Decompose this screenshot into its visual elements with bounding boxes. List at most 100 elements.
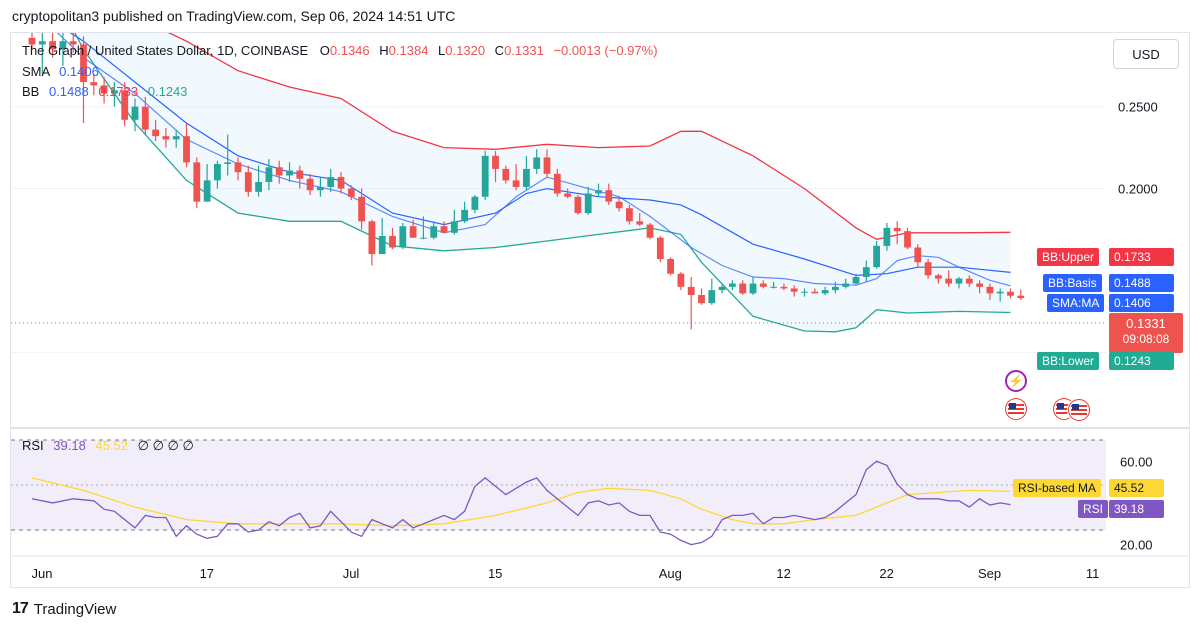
candle-body [244,172,252,192]
bb-legend-upper: 0.1733 [98,84,139,99]
rsi-legend-ma: 45.52 [95,438,129,453]
bb-fill [74,33,1011,332]
candle-body [945,278,953,284]
candle-body [821,290,829,294]
candle-body [523,168,530,187]
candle-body [121,90,129,120]
candle-body [749,283,757,294]
candle-body [59,41,67,50]
candle-body [265,167,273,183]
candle-body [69,41,77,45]
low-value: 0.1320 [445,43,486,58]
high-value: 0.1384 [388,43,429,58]
candle-body [553,173,561,194]
time-axis-label: 17 [200,566,214,581]
candle-body [80,44,87,83]
last-price-box: 0.1331 09:08:08 [1109,313,1183,353]
candle-body [667,258,674,274]
candle-body [729,283,736,287]
footer-brand-name: TradingView [33,600,117,618]
candle-body [224,162,232,164]
candle-body [811,291,819,294]
rsi-tag-label: RSI [1078,500,1109,518]
bb-legend-basis: 0.1488 [48,84,89,99]
candle-body [368,221,376,255]
lightning-event-icon[interactable]: ⚡ [1005,370,1027,392]
candle-body [595,190,602,194]
candle-body [924,262,932,276]
rsi-legend-value: 39.18 [53,438,86,453]
rsi-ma-tag-label: RSI-based MA [1013,479,1102,497]
close-value: 0.1331 [504,43,544,58]
candle-body [1007,291,1014,296]
candle-body [481,155,489,197]
rsi-tag-value: 39.18 [1109,500,1164,518]
candle-body [615,201,623,209]
us-flag-event-icon[interactable] [1005,398,1027,420]
candle-body [976,283,983,287]
candle-body [646,224,654,238]
candle-body [440,226,448,233]
candle-body [430,226,438,238]
candle-body [337,177,345,189]
rsi-legend[interactable]: RSI 39.18 45.52 ∅ ∅ ∅ ∅ [22,438,194,454]
us-flag-event-icon-stacked[interactable] [1067,398,1091,422]
candle-body [193,162,201,202]
candle-body [862,267,870,277]
time-axis-label: Jul [343,566,360,581]
time-axis-label: 22 [879,566,893,581]
candle-body [533,157,541,169]
rsi-line [31,460,1011,546]
candle-body [183,136,190,163]
candle-body [255,182,262,192]
candle-body [739,283,747,294]
rsi-ma-line [31,477,1011,527]
candle-body [574,196,582,214]
candle-body [327,177,335,187]
candle-body [770,286,777,288]
rsi-ma-tag-value: 45.52 [1109,479,1164,497]
rsi-axis-label: 20.00 [1120,538,1153,553]
candle-body [172,136,180,140]
candle-body [790,288,798,292]
chart-frame [10,32,1190,588]
candle-body [780,286,788,289]
time-axis[interactable]: Jun 17 Jul 15 Aug 12 22 Sep 11 [32,566,1100,581]
sma-tag-label: SMA:MA [1047,294,1105,312]
candle-body [852,276,860,284]
bb-upper-line [167,33,1011,240]
candle-body [873,245,880,268]
candle-body [131,106,139,120]
rsi-legend-extra: ∅ ∅ ∅ ∅ [137,438,194,453]
bb-legend-label: BB [22,84,40,99]
low-label: L [438,43,446,58]
price-axis-label: 0.2000 [1118,182,1158,197]
candle-body [996,291,1004,294]
currency-button[interactable]: USD [1113,39,1179,69]
candle-body [965,278,973,284]
time-axis-label: 12 [776,566,790,581]
candle-body [502,168,510,181]
candle-body [883,227,891,246]
candle-body [801,291,808,293]
symbol-name[interactable]: The Graph / United States Dollar, 1D, CO… [22,43,309,58]
candle-body [347,188,355,197]
candle-body [626,208,633,222]
candle-body [914,247,922,263]
rsi-band-background [11,440,1106,530]
rsi-axis-label: 60.00 [1120,454,1153,469]
candle-body [389,236,396,248]
footer-brand[interactable]: 17 TradingView [12,600,116,618]
candle-body [317,186,324,191]
bb-legend[interactable]: BB 0.1488 0.1733 0.1243 [22,84,188,99]
sma-legend[interactable]: SMA 0.1406 [22,64,99,79]
candle-body [296,170,304,179]
candles-group [28,33,1025,330]
candle-body [955,278,963,284]
time-axis-label: Aug [659,566,682,581]
candle-body [306,178,314,191]
time-axis-label: Jun [32,566,53,581]
candle-body [420,237,427,239]
rsi-axis[interactable]: 60.00 20.00 [1120,454,1153,552]
